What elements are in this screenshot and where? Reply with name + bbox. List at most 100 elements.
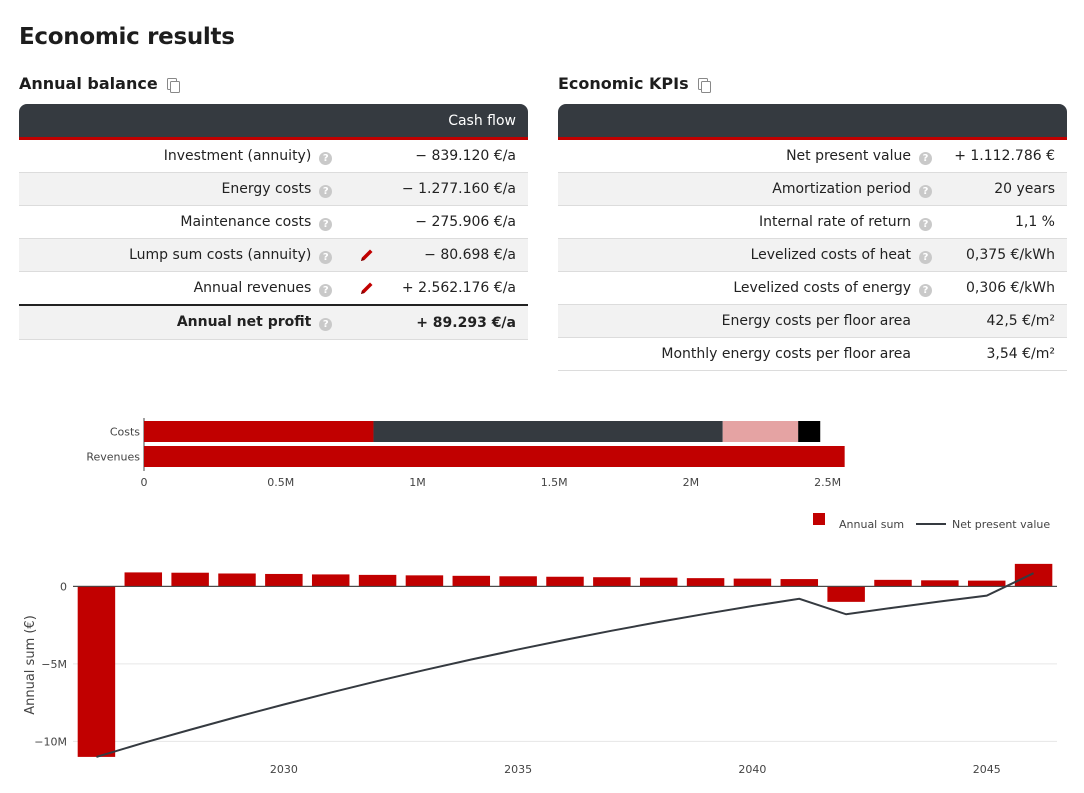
x-tick-label: 2045 [973,763,1001,776]
bar-costs-segment-1[interactable] [373,421,723,442]
kpi-row: Net present value? + 1.112.786 € [558,138,1067,173]
annual-sum-bar[interactable] [311,574,350,587]
help-icon[interactable]: ? [919,250,932,264]
kpi-label: Internal rate of return [758,213,911,230]
row-label: Annual net profit [176,314,312,330]
x-tick-label: 2M [683,476,700,489]
row-label: Annual revenues [193,279,312,296]
annual-sum-bar[interactable] [171,572,209,587]
x-tick-label: 2040 [738,763,766,776]
kpi-label: Amortization period [772,180,911,197]
bar-costs-segment-0[interactable] [144,421,374,442]
kpi-label: Monthly energy costs per floor area [661,346,911,362]
row-label: Lump sum costs (annuity) [129,246,312,263]
help-icon[interactable]: ? [319,318,333,331]
kpis-title: Economic KPIs [558,74,689,93]
kpi-value: 0,375 €/kWh [932,238,1067,272]
category-label: Revenues [86,451,140,464]
annual-sum-bar[interactable] [593,577,631,587]
kpi-row: Internal rate of return? 1,1 % [558,205,1067,239]
help-icon[interactable]: ? [319,151,333,165]
npv-line[interactable] [96,572,1035,758]
help-icon[interactable]: ? [319,184,333,198]
annual-net-profit-row: Annual net profit? + 89.293 €/a [19,304,528,340]
bar-revenues-segment-0[interactable] [144,446,845,467]
x-tick-label: 0 [141,476,148,489]
row-value: − 1.277.160 €/a [401,172,528,206]
annual-balance-row: Investment (annuity)? − 839.120 €/a [19,138,528,173]
edit-pencil-icon[interactable] [359,280,375,296]
annual-sum-bar[interactable] [358,574,397,587]
kpi-value: 20 years [932,172,1067,206]
row-label: Investment (annuity) [163,147,312,164]
annual-sum-bar[interactable] [780,579,819,587]
row-value: − 275.906 €/a [401,205,528,239]
x-tick-label: 0.5M [267,476,294,489]
help-icon[interactable]: ? [919,151,932,165]
kpi-value: 42,5 €/m² [932,304,1067,338]
annual-balance-row: Maintenance costs? − 275.906 €/a [19,205,528,239]
annual-sum-bar[interactable] [967,580,1006,587]
help-icon[interactable]: ? [919,217,932,231]
annual-sum-bar[interactable] [77,586,116,757]
copy-icon[interactable] [166,77,180,93]
help-icon[interactable]: ? [319,283,333,297]
kpi-label: Net present value [786,147,911,164]
kpi-label: Energy costs per floor area [721,313,911,329]
kpi-row: Levelized costs of energy? 0,306 €/kWh [558,271,1067,305]
annual-balance-title: Annual balance [19,74,158,93]
annual-sum-bar[interactable] [874,579,912,587]
annual-sum-bar[interactable] [733,578,772,587]
bar-costs-segment-2[interactable] [722,421,799,442]
annual-sum-bar[interactable] [921,580,959,587]
annual-sum-bar[interactable] [827,586,865,602]
x-tick-label: 1M [409,476,426,489]
annual-balance-row: Lump sum costs (annuity)? − 80.698 €/a [19,238,528,272]
category-label: Costs [110,426,140,439]
row-value: + 89.293 €/a [401,304,528,340]
kpi-row: Energy costs per floor area 42,5 €/m² [558,304,1067,338]
edit-pencil-icon[interactable] [359,247,375,263]
kpi-row: Amortization period? 20 years [558,172,1067,206]
copy-icon[interactable] [697,77,711,93]
x-tick-label: 1.5M [541,476,568,489]
help-icon[interactable]: ? [919,283,932,297]
help-icon[interactable]: ? [919,184,932,198]
legend-label[interactable]: Net present value [952,518,1050,531]
kpi-label: Levelized costs of heat [750,246,911,263]
kpi-row: Levelized costs of heat? 0,375 €/kWh [558,238,1067,272]
y-axis-label: Annual sum (€) [23,615,38,715]
y-tick-label: 0 [60,580,67,593]
annual-sum-bar[interactable] [218,573,256,587]
kpis-heading: Economic KPIs [558,74,711,93]
annual-sum-bar[interactable] [1014,563,1053,587]
row-label: Maintenance costs [180,213,312,230]
kpis-table: Net present value? + 1.112.786 € Amortizat… [558,104,1067,371]
annual-sum-bar[interactable] [499,576,537,587]
row-value: + 2.562.176 €/a [401,271,528,306]
annual-sum-bar[interactable] [639,577,678,587]
kpi-value: 0,306 €/kWh [932,271,1067,305]
kpi-value: 1,1 % [932,205,1067,239]
annual-balance-heading: Annual balance [19,74,180,93]
annual-sum-bar[interactable] [405,575,444,587]
legend-swatch-annual-sum[interactable] [813,513,825,525]
annual-sum-bar[interactable] [686,578,725,587]
bar-costs-segment-3[interactable] [798,421,821,442]
x-tick-label: 2.5M [814,476,841,489]
legend-label[interactable]: Annual sum [839,518,904,531]
annual-sum-bar[interactable] [124,572,163,587]
row-value: − 839.120 €/a [401,138,528,173]
annual-balance-row: Energy costs? − 1.277.160 €/a [19,172,528,206]
chart-legend: Annual sum Net present value [813,513,1050,531]
x-tick-label: 2035 [504,763,532,776]
annual-sum-bar[interactable] [546,576,584,587]
help-icon[interactable]: ? [319,250,333,264]
kpi-value: 3,54 €/m² [932,337,1067,371]
kpi-value: + 1.112.786 € [932,138,1067,173]
annual-sum-bar[interactable] [452,575,491,587]
help-icon[interactable]: ? [319,217,333,231]
annual-sum-bar[interactable] [265,573,303,587]
kpi-row: Monthly energy costs per floor area 3,54 … [558,337,1067,371]
